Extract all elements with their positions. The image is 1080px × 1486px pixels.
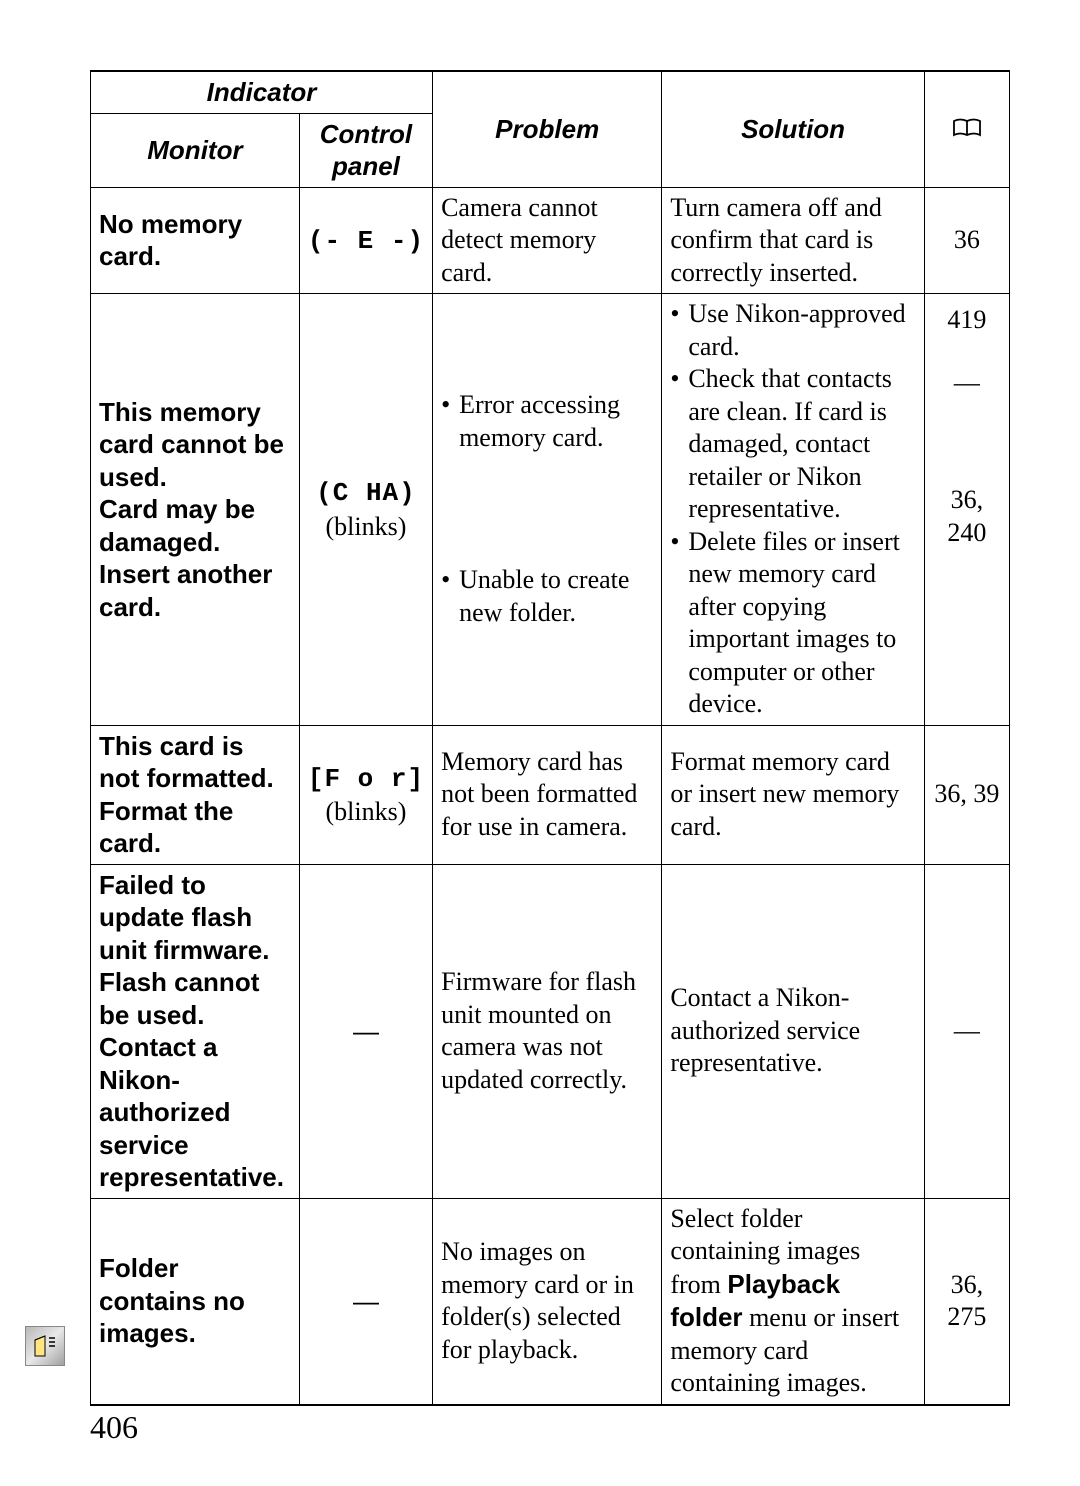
problem-cell: Camera cannot detect memory card. bbox=[433, 187, 662, 294]
control-cell: — bbox=[299, 864, 432, 1198]
troubleshooting-table: Indicator Problem Solution Monitor Contr… bbox=[90, 70, 1010, 1406]
solution-cell: Select folder containing images from Pla… bbox=[662, 1198, 925, 1405]
solution-cell: Format memory card or insert new memory … bbox=[662, 725, 925, 864]
monitor-cell: This card is not formatted. Format the c… bbox=[91, 725, 300, 864]
page-ref: 419 bbox=[933, 304, 1001, 337]
control-cell: (C HA) (blinks) bbox=[299, 294, 432, 726]
page-cell: — bbox=[924, 864, 1009, 1198]
monitor-cell: Failed to update flash unit firmware. Fl… bbox=[91, 864, 300, 1198]
control-cell: — bbox=[299, 1198, 432, 1405]
header-solution: Solution bbox=[662, 71, 925, 187]
solution-cell: Turn camera off and confirm that card is… bbox=[662, 187, 925, 294]
header-control-panel: Control panel bbox=[299, 113, 432, 187]
control-cell: [F o r] (blinks) bbox=[299, 725, 432, 864]
header-monitor: Monitor bbox=[91, 113, 300, 187]
problem-cell: Memory card has not been formatted for u… bbox=[433, 725, 662, 864]
control-code: (- E -) bbox=[308, 226, 424, 256]
page-cell: 419 — 36, 240 bbox=[924, 294, 1009, 726]
table-row: This memory card cannot be used. Card ma… bbox=[91, 294, 1010, 726]
monitor-cell: This memory card cannot be used. Card ma… bbox=[91, 294, 300, 726]
control-cell: (- E -) bbox=[299, 187, 432, 294]
header-problem: Problem bbox=[433, 71, 662, 187]
solution-cell: Use Nikon-approved card. Check that cont… bbox=[662, 294, 925, 726]
monitor-cell: Folder contains no images. bbox=[91, 1198, 300, 1405]
control-code: [F o r] bbox=[308, 764, 424, 794]
table-row: No memory card. (- E -) Camera cannot de… bbox=[91, 187, 1010, 294]
side-tab-icon bbox=[25, 1326, 65, 1366]
control-code: (C HA) bbox=[316, 478, 416, 508]
problem-item: Unable to create new folder. bbox=[441, 564, 653, 629]
page-cell: 36 bbox=[924, 187, 1009, 294]
table-row: This card is not formatted. Format the c… bbox=[91, 725, 1010, 864]
book-icon bbox=[952, 113, 982, 133]
header-indicator: Indicator bbox=[91, 71, 433, 113]
problem-cell: Error accessing memory card. Unable to c… bbox=[433, 294, 662, 726]
solution-item: Check that contacts are clean. If card i… bbox=[670, 363, 916, 526]
header-page bbox=[924, 71, 1009, 187]
page-number: 406 bbox=[90, 1409, 138, 1446]
problem-cell: No images on memory card or in folder(s)… bbox=[433, 1198, 662, 1405]
problem-cell: Firmware for flash unit mounted on camer… bbox=[433, 864, 662, 1198]
page-cell: 36, 39 bbox=[924, 725, 1009, 864]
monitor-cell: No memory card. bbox=[91, 187, 300, 294]
table-row: Folder contains no images. — No images o… bbox=[91, 1198, 1010, 1405]
control-blinks: (blinks) bbox=[326, 797, 407, 826]
page-ref: 36, 240 bbox=[933, 484, 1001, 549]
control-blinks: (blinks) bbox=[326, 512, 407, 541]
solution-item: Use Nikon-approved card. bbox=[670, 298, 916, 363]
problem-item: Error accessing memory card. bbox=[441, 389, 653, 454]
solution-cell: Contact a Nikon-authorized service repre… bbox=[662, 864, 925, 1198]
page-ref: — bbox=[933, 367, 1001, 400]
table-row: Failed to update flash unit firmware. Fl… bbox=[91, 864, 1010, 1198]
page-cell: 36, 275 bbox=[924, 1198, 1009, 1405]
solution-item: Delete files or insert new memory card a… bbox=[670, 526, 916, 721]
